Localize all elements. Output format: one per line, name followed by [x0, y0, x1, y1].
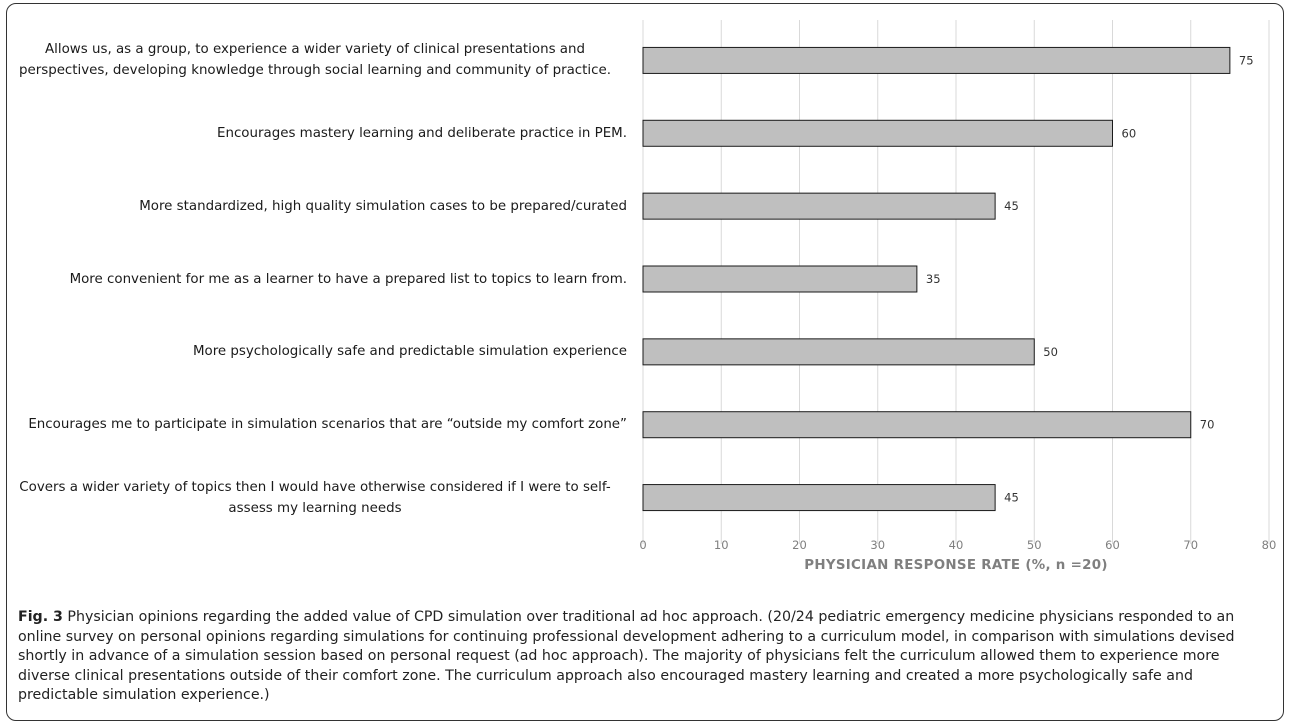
category-label: More convenient for me as a learner to h… [69, 271, 627, 287]
x-tick-label: 30 [870, 538, 885, 552]
bar [642, 338, 1035, 366]
bar [642, 119, 1113, 147]
data-labels: 75 60 45 35 50 70 45 [926, 53, 1254, 504]
figure-frame [6, 3, 1284, 721]
figure-caption: Fig. 3 Physician opinions regarding the … [18, 608, 1276, 706]
data-label: 35 [926, 272, 941, 286]
bar [642, 46, 1231, 74]
x-tick-label: 10 [714, 538, 729, 552]
x-axis-title: PHYSICIAN RESPONSE RATE (%, n =20) [804, 558, 1108, 573]
x-tick-label: 0 [639, 538, 646, 552]
category-label: More psychologically safe and predictabl… [192, 344, 627, 360]
data-label: 60 [1122, 126, 1137, 140]
caption-figure-label: Fig. 3 [18, 609, 63, 625]
x-tick-label: 60 [1105, 538, 1120, 552]
bar [642, 484, 996, 512]
x-axis-ticks: 0 10 20 30 40 50 60 70 80 [639, 538, 1276, 552]
x-tick-label: 20 [792, 538, 807, 552]
data-label: 50 [1043, 345, 1058, 359]
category-label: Encourages mastery learning and delibera… [217, 125, 627, 141]
caption-text: Physician opinions regarding the added v… [18, 609, 1235, 704]
bar [642, 192, 996, 220]
bar-chart: 75 60 45 35 50 70 45 0 10 20 30 40 50 60 70 80 [639, 20, 1276, 552]
x-tick-label: 80 [1262, 538, 1277, 552]
data-label: 45 [1004, 199, 1019, 213]
category-label: Allows us, as a group, to experience a w… [18, 42, 612, 79]
data-label: 75 [1239, 53, 1254, 67]
category-label: More standardized, high quality simulati… [139, 198, 627, 214]
x-tick-label: 50 [1027, 538, 1042, 552]
bars [642, 46, 1231, 512]
data-label: 70 [1200, 418, 1215, 432]
x-tick-label: 40 [949, 538, 964, 552]
category-label: Encourages me to participate in simulati… [28, 417, 627, 433]
x-tick-label: 70 [1183, 538, 1198, 552]
category-label: Covers a wider variety of topics then I … [19, 479, 611, 516]
data-label: 45 [1004, 491, 1019, 505]
bar [642, 411, 1192, 439]
gridlines [642, 20, 1270, 544]
bar [642, 265, 918, 293]
